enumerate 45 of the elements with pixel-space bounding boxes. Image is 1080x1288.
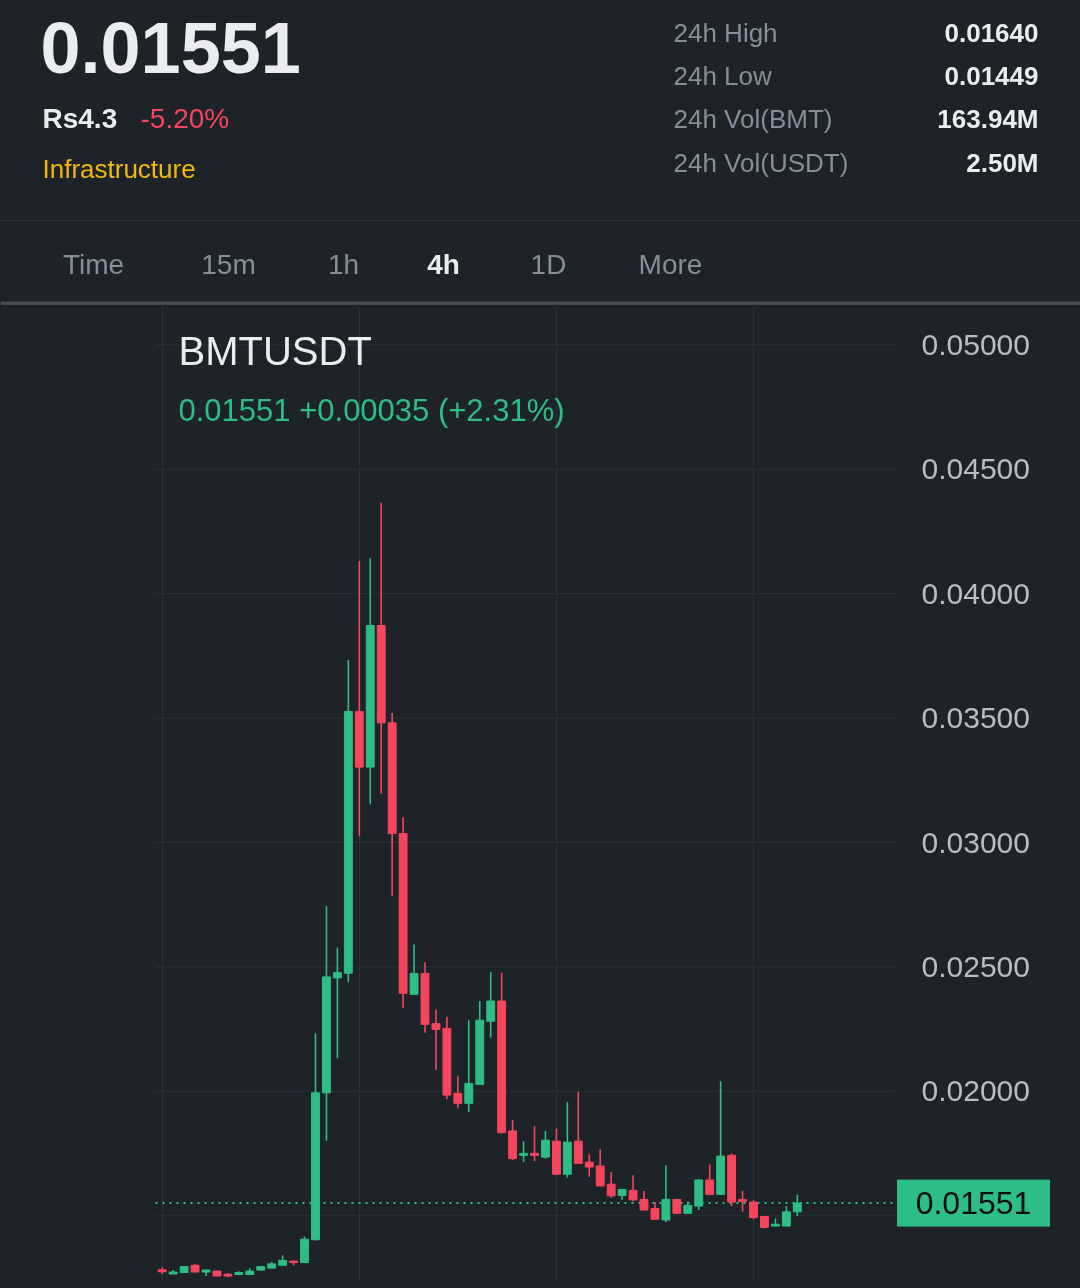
text: Time xyxy=(62,249,125,280)
candlestick xyxy=(738,1190,747,1213)
y-tick-label: 0.03500 xyxy=(921,701,1030,735)
text: 1D xyxy=(530,249,567,280)
text: -5.20% xyxy=(140,103,230,134)
candlestick xyxy=(573,1090,583,1165)
text: 4h xyxy=(427,249,460,280)
text: 24h Low xyxy=(673,60,773,91)
y-tick-label: 0.05000 xyxy=(921,327,1030,361)
text: 0.01449 xyxy=(944,60,1039,91)
candlestick xyxy=(705,1163,715,1197)
text: 2.50M xyxy=(966,147,1039,178)
candlestick xyxy=(530,1125,539,1162)
text: 0.01551 +0.00035 (+2.31%) xyxy=(178,393,565,428)
text: 1h xyxy=(327,249,360,280)
candlestick xyxy=(541,1130,550,1160)
candlestick xyxy=(595,1148,605,1187)
text: Infrastructure xyxy=(42,153,196,184)
y-tick-label: 0.04500 xyxy=(921,452,1030,486)
candlestick xyxy=(332,946,342,1060)
candlestick xyxy=(584,1153,594,1178)
text: 163.94M xyxy=(937,103,1039,134)
text: 0.01551 xyxy=(40,7,301,88)
candlestick xyxy=(519,1140,528,1163)
text: 15m xyxy=(201,249,256,280)
candlestick xyxy=(606,1171,616,1199)
candlestick xyxy=(453,1075,463,1110)
y-tick-label: 0.02000 xyxy=(921,1074,1030,1108)
candlestick xyxy=(464,1019,474,1113)
text: BMTUSDT xyxy=(178,328,372,373)
y-tick-label: 0.04000 xyxy=(921,576,1030,610)
candlestick xyxy=(749,1199,758,1221)
candlestick xyxy=(781,1205,791,1228)
text: 24h Vol(BMT) xyxy=(673,103,833,134)
candlestick xyxy=(300,1235,309,1264)
ref-line-label: 0.01551 xyxy=(915,1185,1032,1222)
y-tick-label: 0.03000 xyxy=(921,825,1030,859)
text: More xyxy=(638,249,703,280)
text: 24h Vol(USDT) xyxy=(673,147,849,178)
y-tick-label: 0.02500 xyxy=(921,949,1030,983)
candlestick xyxy=(486,971,496,1039)
text: 0.01640 xyxy=(944,17,1039,48)
text: 24h High xyxy=(673,17,778,48)
text: Rs4.3 xyxy=(42,103,118,134)
candlestick xyxy=(409,943,419,996)
